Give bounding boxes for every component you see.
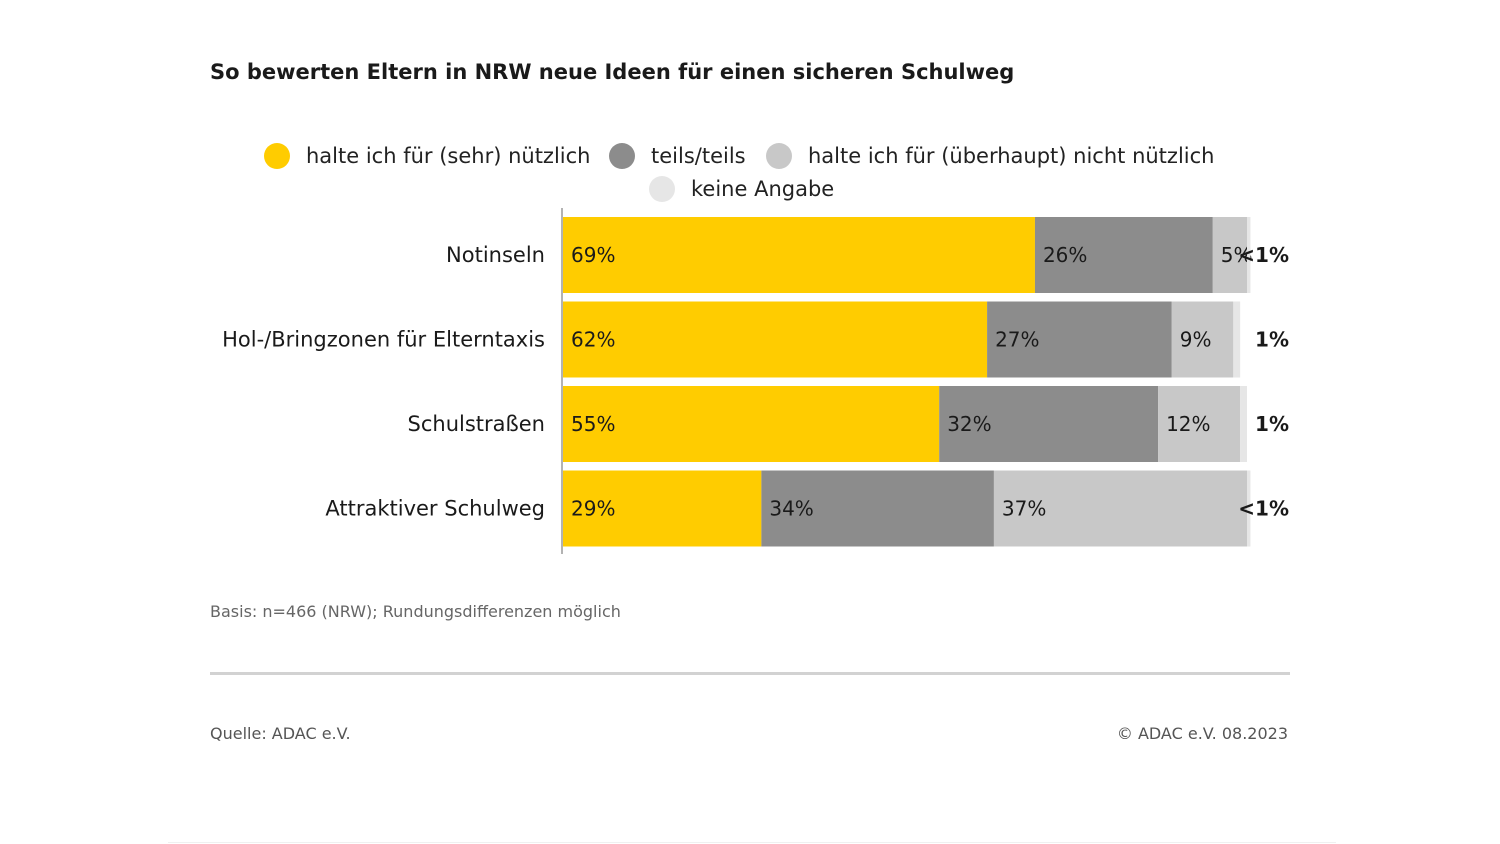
data-label-1-row-3: 55% xyxy=(571,412,615,436)
data-label-1-row-2: 62% xyxy=(571,328,615,352)
bar-segment-2-row-1 xyxy=(1034,217,1213,293)
bar-segment-2-row-4 xyxy=(761,470,994,547)
footer-divider xyxy=(210,672,1290,675)
legend-label-not-useful: halte ich für (überhaupt) nicht nützlich xyxy=(808,144,1215,168)
chart-note: Basis: n=466 (NRW); Rundungsdifferenzen … xyxy=(210,602,621,621)
category-label-hol-bringzonen-f-r-elterntaxis: Hol-/Bringzonen für Elterntaxis xyxy=(222,328,545,352)
data-label-no-answer-row-1: <1% xyxy=(1238,243,1289,267)
legend-swatch-not-useful xyxy=(766,143,792,169)
bar-segment-4-row-3 xyxy=(1240,386,1247,462)
data-label-no-answer-row-4: <1% xyxy=(1238,497,1289,521)
bar-segment-1-row-2 xyxy=(563,301,988,378)
legend-item-partly: teils/teils xyxy=(609,143,746,169)
data-label-1-row-1: 69% xyxy=(571,243,615,267)
copyright-label: © ADAC e.V. 08.2023 xyxy=(1116,724,1288,743)
bar-segment-1-row-4 xyxy=(563,470,762,547)
chart-title: So bewerten Eltern in NRW neue Ideen für… xyxy=(210,60,1015,84)
legend-label-useful: halte ich für (sehr) nützlich xyxy=(306,144,591,168)
bar-segment-4-row-4 xyxy=(1247,470,1251,547)
data-label-2-row-3: 32% xyxy=(947,412,991,436)
legend-label-partly: teils/teils xyxy=(651,144,746,168)
data-label-2-row-2: 27% xyxy=(995,328,1039,352)
bottom-border xyxy=(168,842,1336,843)
bar-segment-3-row-1 xyxy=(1212,217,1247,293)
bar-segment-3-row-3 xyxy=(1158,386,1241,462)
legend-item-useful: halte ich für (sehr) nützlich xyxy=(264,143,590,169)
data-label-2-row-4: 34% xyxy=(769,497,813,521)
data-label-1-row-4: 29% xyxy=(571,497,615,521)
bar-segment-1-row-3 xyxy=(563,386,940,462)
source-label: Quelle: ADAC e.V. xyxy=(210,724,351,743)
category-label-attraktiver-schulweg: Attraktiver Schulweg xyxy=(325,497,545,521)
category-label-notinseln: Notinseln xyxy=(446,243,545,267)
bar-segment-2-row-3 xyxy=(939,386,1159,462)
legend-swatch-partly xyxy=(609,143,635,169)
data-label-no-answer-row-3: 1% xyxy=(1255,412,1289,436)
legend-item-not-useful: halte ich für (überhaupt) nicht nützlich xyxy=(766,143,1214,169)
legend-item-no-answer: keine Angabe xyxy=(649,176,834,202)
data-label-3-row-3: 12% xyxy=(1166,412,1210,436)
bar-segment-3-row-4 xyxy=(993,470,1247,547)
category-label-schulstra-en: Schulstraßen xyxy=(408,412,545,436)
legend-swatch-useful xyxy=(264,143,290,169)
data-label-2-row-1: 26% xyxy=(1043,243,1087,267)
data-label-no-answer-row-2: 1% xyxy=(1255,328,1289,352)
bar-segment-4-row-2 xyxy=(1233,301,1241,378)
bar-segment-4-row-1 xyxy=(1247,217,1251,293)
data-label-3-row-2: 9% xyxy=(1180,328,1212,352)
legend-swatch-no-answer xyxy=(649,176,675,202)
bar-segment-2-row-2 xyxy=(987,301,1172,378)
bar-segment-1-row-1 xyxy=(563,217,1035,293)
legend-label-no-answer: keine Angabe xyxy=(691,177,835,201)
bar-segment-3-row-2 xyxy=(1171,301,1234,378)
data-label-3-row-4: 37% xyxy=(1002,497,1046,521)
